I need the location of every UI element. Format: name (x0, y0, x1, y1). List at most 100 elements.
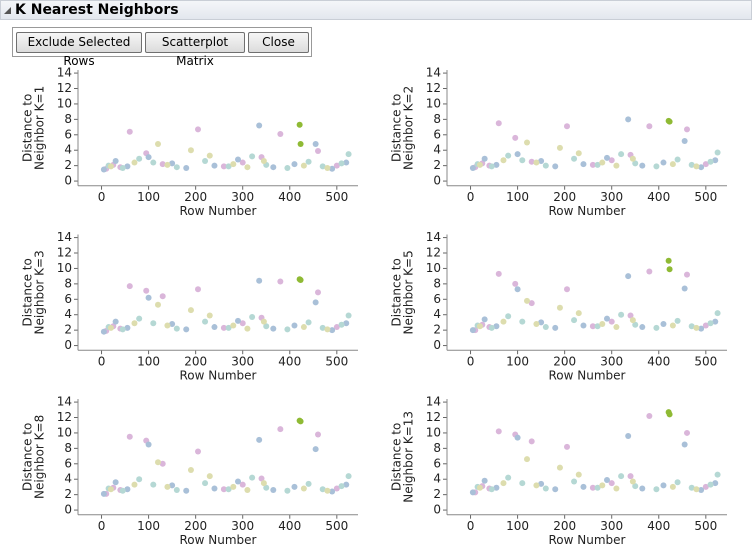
exclude-button[interactable]: Exclude Selected Rows (16, 32, 142, 68)
data-point (100, 490, 107, 497)
y-tick-label: 0 (64, 338, 72, 352)
data-point (183, 164, 190, 171)
data-point (235, 156, 241, 163)
data-point (639, 162, 646, 169)
data-point (291, 322, 298, 329)
close-button[interactable]: Close (248, 32, 309, 53)
data-point (556, 304, 563, 311)
data-point (646, 412, 653, 419)
x-tick-label: 100 (137, 190, 160, 204)
data-point (469, 489, 476, 496)
data-point (528, 158, 535, 165)
data-point (230, 322, 237, 329)
data-point (693, 324, 700, 331)
data-point (256, 277, 263, 284)
data-point (249, 153, 256, 160)
data-point (674, 317, 681, 324)
data-point (319, 324, 326, 331)
y-tick-label: 12 (426, 410, 441, 424)
data-point (564, 123, 570, 130)
data-point (145, 294, 152, 301)
y-tick-label: 10 (426, 96, 441, 110)
x-tick-label: 100 (506, 190, 529, 204)
y-tick-label: 0 (64, 503, 72, 517)
data-point (169, 320, 176, 327)
data-point (599, 159, 606, 166)
data-point (155, 459, 161, 466)
data-point (666, 118, 673, 125)
x-tick-label: 500 (325, 355, 348, 369)
y-tick-label: 8 (433, 276, 441, 290)
data-point (542, 485, 549, 492)
data-point (495, 428, 502, 435)
data-point (552, 486, 559, 493)
data-point (666, 266, 673, 273)
data-point (488, 163, 495, 170)
data-point (688, 484, 695, 491)
x-tick-label: 500 (325, 519, 348, 533)
data-point (211, 485, 218, 492)
data-point (493, 323, 500, 330)
data-point (183, 487, 190, 494)
y-tick-label: 14 (426, 395, 441, 409)
y-axis-label: Neighbor K=8 (33, 415, 47, 499)
data-point (324, 164, 331, 171)
data-point (345, 151, 352, 158)
x-axis-label: Row Number (549, 533, 626, 547)
data-point (653, 324, 660, 331)
data-point (159, 460, 166, 467)
data-point (493, 161, 500, 168)
data-point (230, 483, 237, 490)
data-point (244, 164, 251, 171)
y-tick-label: 10 (426, 425, 441, 439)
data-point (604, 154, 610, 161)
data-point (263, 484, 270, 491)
data-point (495, 120, 502, 127)
data-point (528, 438, 535, 445)
data-point (519, 318, 526, 325)
x-tick-label: 0 (467, 519, 475, 533)
data-point (220, 486, 227, 493)
y-tick-label: 6 (433, 127, 441, 141)
data-point (187, 307, 194, 314)
y-tick-label: 0 (433, 503, 441, 517)
x-tick-label: 500 (694, 355, 717, 369)
x-tick-label: 300 (600, 190, 623, 204)
data-point (249, 474, 256, 481)
y-tick-label: 8 (64, 276, 72, 290)
data-point (107, 163, 114, 170)
data-point (589, 161, 596, 168)
data-point (575, 150, 582, 157)
data-point (646, 123, 653, 130)
y-tick-label: 4 (433, 472, 441, 486)
data-point (714, 310, 721, 317)
data-point (124, 163, 131, 170)
data-point (315, 147, 321, 154)
data-point (519, 480, 526, 487)
y-tick-label: 12 (426, 246, 441, 260)
data-point (263, 323, 270, 330)
y-tick-label: 0 (433, 338, 441, 352)
x-tick-label: 100 (137, 519, 160, 533)
data-point (150, 159, 157, 166)
data-point (258, 475, 265, 482)
data-point (119, 487, 126, 494)
data-point (589, 323, 596, 330)
data-point (693, 163, 700, 170)
data-point (556, 464, 563, 471)
data-point (164, 161, 171, 168)
data-point (604, 476, 610, 483)
data-point (202, 158, 209, 165)
scatterplot-matrix-button[interactable]: Scatterplot Matrix (145, 32, 245, 68)
data-point (260, 318, 267, 325)
data-point (324, 487, 331, 494)
y-tick-label: 8 (64, 441, 72, 455)
data-point (580, 483, 587, 490)
data-point (256, 436, 263, 443)
data-point (244, 325, 251, 332)
disclosure-icon[interactable] (4, 7, 11, 14)
y-tick-label: 4 (64, 143, 72, 157)
data-point (698, 487, 705, 494)
